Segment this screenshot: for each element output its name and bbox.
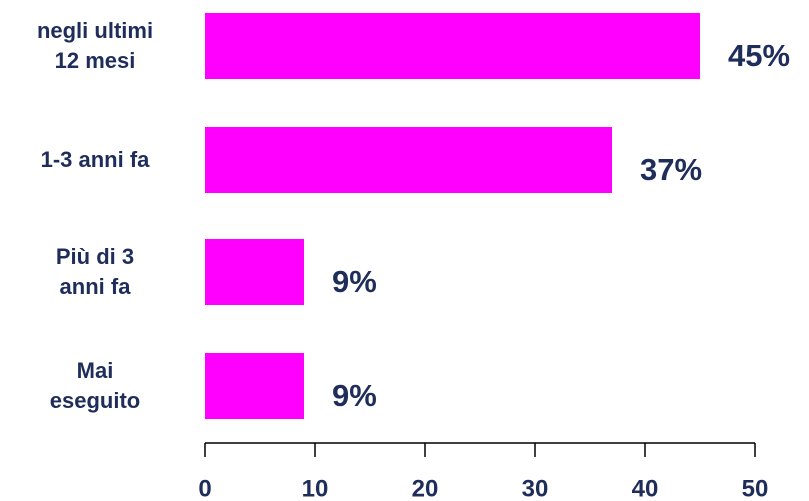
bar: [205, 127, 612, 193]
x-tick-label: 40: [632, 475, 659, 501]
y-tick-label: 1-3 anni fa: [40, 147, 150, 172]
bar: [205, 239, 304, 305]
value-label: 9%: [332, 264, 377, 299]
bar: [205, 13, 700, 79]
x-tick-label: 20: [412, 475, 439, 501]
bar: [205, 353, 304, 419]
value-label: 37%: [640, 152, 702, 187]
x-tick-label: 10: [302, 475, 329, 501]
x-tick-label: 30: [522, 475, 549, 501]
value-label: 45%: [728, 38, 790, 73]
y-tick-label: negli ultimi 12 mesi: [36, 18, 154, 73]
x-tick-label: 50: [742, 475, 769, 501]
x-tick-label: 0: [198, 475, 211, 501]
value-label: 9%: [332, 378, 377, 413]
y-tick-label: Mai eseguito: [49, 358, 141, 413]
y-tick-label: Più di 3 anni fa: [55, 244, 135, 299]
